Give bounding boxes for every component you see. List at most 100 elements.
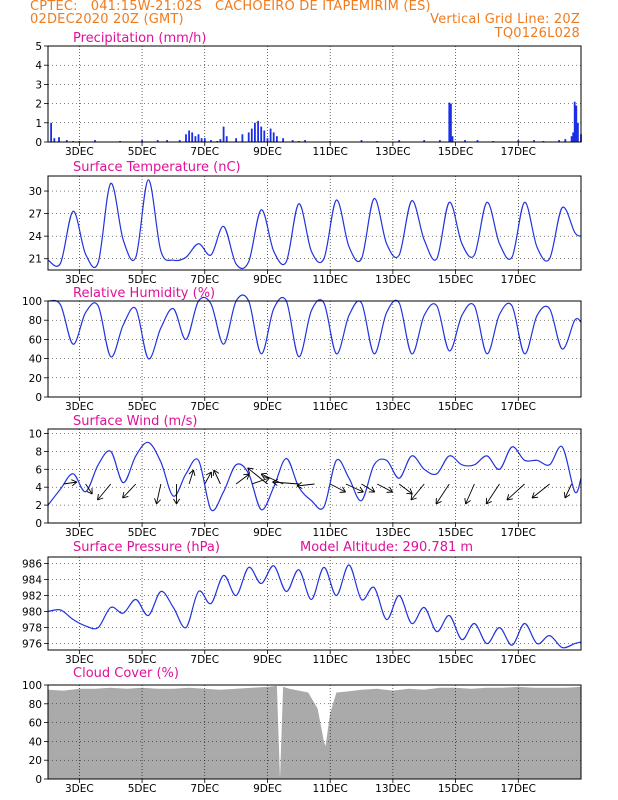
wind-arrow-head: [531, 492, 539, 499]
panel-frame: [47, 300, 582, 398]
y-tick-label: 20: [29, 373, 42, 385]
x-tick-label: 17DEC: [501, 401, 536, 413]
x-tick-label: 15DEC: [438, 783, 473, 795]
y-tick-label: 2: [35, 500, 42, 512]
y-tick-label: 0: [35, 137, 42, 149]
wind-arrow-head: [485, 497, 492, 505]
wind-arrow: [361, 483, 375, 493]
precip-bar: [225, 136, 228, 142]
precip-bar: [141, 140, 143, 142]
panel-frame: [47, 428, 582, 524]
precip-bar: [572, 132, 575, 142]
x-tick-label: 11DEC: [312, 527, 347, 539]
precip-bar: [558, 140, 560, 142]
wind-arrow: [465, 483, 475, 505]
precip-bar: [247, 132, 250, 142]
x-tick-label: 15DEC: [438, 527, 473, 539]
x-tick-label: 3DEC: [65, 527, 94, 539]
y-tick-label: 2: [35, 99, 42, 111]
panel-frame: [47, 556, 582, 651]
precip-bar: [185, 134, 187, 142]
precip-bar: [291, 140, 294, 142]
y-tick-label: 0: [35, 518, 42, 530]
wind-arrow-head: [97, 493, 104, 501]
precip-bar: [577, 122, 579, 142]
precip-bar: [254, 122, 256, 142]
precip-bar: [219, 139, 222, 142]
x-tick-label: 17DEC: [501, 146, 536, 158]
panel-title: Surface Temperature (nC): [73, 160, 241, 175]
y-tick-label: 982: [22, 590, 42, 602]
x-tick-label: 5DEC: [128, 146, 157, 158]
header-grid-line: Vertical Grid Line: 20Z: [430, 12, 580, 27]
precip-bar: [360, 140, 363, 142]
cloud-cover-area: [48, 685, 581, 779]
x-tick-label: 11DEC: [312, 274, 347, 286]
panel-title: Cloud Cover (%): [73, 666, 179, 681]
wind-arrow-head: [205, 471, 213, 479]
y-tick-label: 100: [22, 296, 42, 308]
wind-arrow: [188, 469, 194, 485]
precip-bar: [188, 130, 190, 142]
x-tick-label: 7DEC: [190, 274, 219, 286]
y-tick-label: 100: [22, 680, 42, 692]
precip-bar: [194, 136, 197, 142]
precip-bar: [260, 126, 263, 142]
x-tick-label: 5DEC: [128, 401, 157, 413]
precip-bar: [448, 102, 451, 142]
precip-bar: [423, 140, 426, 142]
wind-arrow: [97, 483, 112, 501]
x-tick-label: 13DEC: [375, 146, 410, 158]
x-tick-label: 7DEC: [190, 783, 219, 795]
precip-bar: [476, 140, 479, 142]
y-tick-label: 978: [22, 623, 42, 635]
y-tick-label: 80: [29, 699, 42, 711]
header-run-date: 02DEC2020 20Z (GMT): [30, 12, 184, 27]
x-tick-label: 9DEC: [253, 274, 282, 286]
wind-arrow-head: [464, 497, 471, 505]
y-tick-label: 20: [29, 755, 42, 767]
wind-arrow-head: [386, 486, 393, 493]
y-tick-label: 4: [35, 60, 42, 72]
wind-arrow: [122, 483, 137, 499]
x-tick-label: 5DEC: [128, 783, 157, 795]
x-tick-label: 9DEC: [253, 401, 282, 413]
y-tick-label: 21: [29, 254, 42, 266]
x-tick-label: 7DEC: [190, 401, 219, 413]
x-tick-label: 3DEC: [65, 274, 94, 286]
x-tick-label: 3DEC: [65, 654, 94, 666]
wind-arrow-head: [154, 498, 161, 505]
x-tick-label: 9DEC: [253, 783, 282, 795]
x-tick-label: 17DEC: [501, 654, 536, 666]
wind-arrow: [531, 483, 550, 499]
precip-bar: [451, 136, 454, 142]
x-tick-label: 11DEC: [312, 654, 347, 666]
precip-bar: [266, 138, 269, 142]
wind-arrow-head: [410, 493, 417, 501]
series-line: [47, 441, 582, 512]
x-tick-label: 15DEC: [438, 654, 473, 666]
precip-bar: [304, 140, 306, 142]
x-tick-label: 5DEC: [128, 274, 157, 286]
y-tick-label: 8: [35, 446, 42, 458]
precip-bar: [517, 140, 520, 142]
precip-bar: [156, 140, 159, 142]
y-tick-label: 0: [35, 392, 42, 404]
wind-arrow: [63, 481, 77, 485]
precip-bar: [166, 140, 168, 142]
series-line: [47, 179, 582, 270]
wind-arrow: [376, 483, 393, 493]
y-tick-label: 976: [22, 639, 42, 651]
precip-bar: [272, 132, 275, 142]
x-tick-label: 15DEC: [438, 146, 473, 158]
y-tick-label: 0: [35, 774, 42, 786]
x-tick-label: 13DEC: [375, 783, 410, 795]
header-model: TQ0126L028: [494, 26, 580, 41]
wind-arrow: [398, 483, 413, 495]
wind-arrow-head: [296, 481, 303, 489]
precip-bar: [53, 138, 56, 142]
y-tick-label: 24: [29, 231, 43, 243]
wind-arrow: [345, 483, 364, 493]
y-tick-label: 980: [22, 607, 42, 619]
